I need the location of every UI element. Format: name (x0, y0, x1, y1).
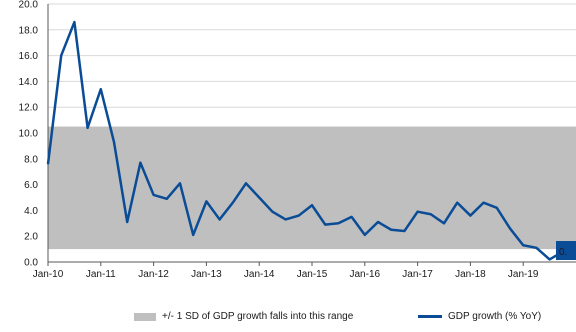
legend-label-band: +/- 1 SD of GDP growth falls into this r… (162, 311, 354, 322)
series-line-gdp-growth (46, 20, 564, 261)
data-point (126, 221, 128, 223)
line-swatch (418, 315, 442, 318)
x-tick-label: Jan-14 (244, 269, 275, 280)
y-tick-label: 8.0 (24, 154, 38, 165)
x-tick-label: Jan-11 (86, 269, 116, 280)
data-point (416, 210, 419, 213)
data-point (100, 88, 102, 90)
data-point (456, 201, 459, 204)
sd-band (48, 126, 576, 250)
y-tick-label: 10.0 (19, 129, 39, 140)
data-point (509, 227, 511, 230)
data-point (482, 201, 485, 204)
y-tick-label: 16.0 (19, 51, 39, 62)
data-point (166, 197, 168, 200)
data-point (205, 200, 208, 203)
data-point (284, 218, 287, 221)
data-point (548, 258, 551, 261)
x-tick-label: Jan-12 (138, 269, 169, 280)
axes (47, 4, 576, 266)
data-point (47, 163, 49, 165)
x-tick-label: Jan-18 (455, 269, 486, 280)
data-point (311, 204, 313, 207)
legend-item-band: +/- 1 SD of GDP growth falls into this r… (134, 311, 353, 322)
data-point (152, 194, 155, 196)
data-point (192, 234, 194, 236)
x-tick-label: Jan-19 (508, 269, 539, 280)
x-tick-label: Jan-15 (297, 269, 328, 280)
x-tick-label: Jan-13 (191, 269, 222, 280)
last-value-label: 0. (559, 247, 567, 258)
y-tick-label: 4.0 (24, 206, 38, 217)
data-point (469, 214, 472, 217)
x-tick-label: Jan-10 (33, 269, 64, 280)
data-point (522, 244, 524, 247)
data-point (535, 247, 538, 249)
data-point (73, 21, 76, 23)
data-point (324, 223, 327, 226)
data-point (430, 213, 432, 216)
y-tick-label: 12.0 (19, 103, 39, 114)
data-point (403, 230, 406, 232)
last-value-box (556, 241, 576, 260)
data-point (258, 196, 261, 199)
x-tick-labels: Jan-10 Jan-11 Jan-12 Jan-13 Jan-14 Jan-15 Jan-… (33, 269, 539, 280)
y-tick-label: 6.0 (24, 180, 38, 191)
data-point (60, 54, 62, 57)
y-tick-label: 14.0 (19, 77, 39, 88)
data-point (271, 210, 274, 213)
data-point (113, 141, 115, 143)
y-tick-label: 0.0 (24, 258, 38, 269)
data-point (496, 207, 498, 209)
legend-label-series: GDP growth (% YoY) (448, 311, 542, 322)
y-tick-label: 18.0 (19, 25, 39, 36)
data-point (218, 218, 221, 221)
band-swatch (134, 312, 156, 321)
annotation-layer: 0. (556, 241, 576, 260)
x-tick-label: Jan-16 (350, 269, 381, 280)
data-point (390, 228, 393, 231)
data-point (179, 182, 181, 185)
legend: +/- 1 SD of GDP growth falls into this r… (0, 306, 576, 332)
sd-band-layer (48, 126, 576, 250)
series-layer (46, 20, 564, 261)
data-point (443, 222, 445, 225)
y-tick-labels: 0.0 2.0 4.0 6.0 8.0 10.0 12.0 14.0 16.0 18.0 20.0 (19, 0, 39, 269)
data-point (364, 234, 366, 236)
y-tick-label: 2.0 (24, 232, 38, 243)
data-point (86, 127, 89, 129)
data-point (298, 214, 300, 217)
data-point (232, 201, 234, 204)
x-tick-label: Jan-17 (402, 269, 433, 280)
data-point (377, 221, 379, 223)
legend-item-series: GDP growth (% YoY) (418, 311, 541, 322)
data-point (139, 161, 142, 164)
data-point (245, 182, 247, 185)
data-point (337, 222, 340, 225)
y-tick-label: 20.0 (19, 0, 39, 11)
data-point (350, 216, 353, 218)
